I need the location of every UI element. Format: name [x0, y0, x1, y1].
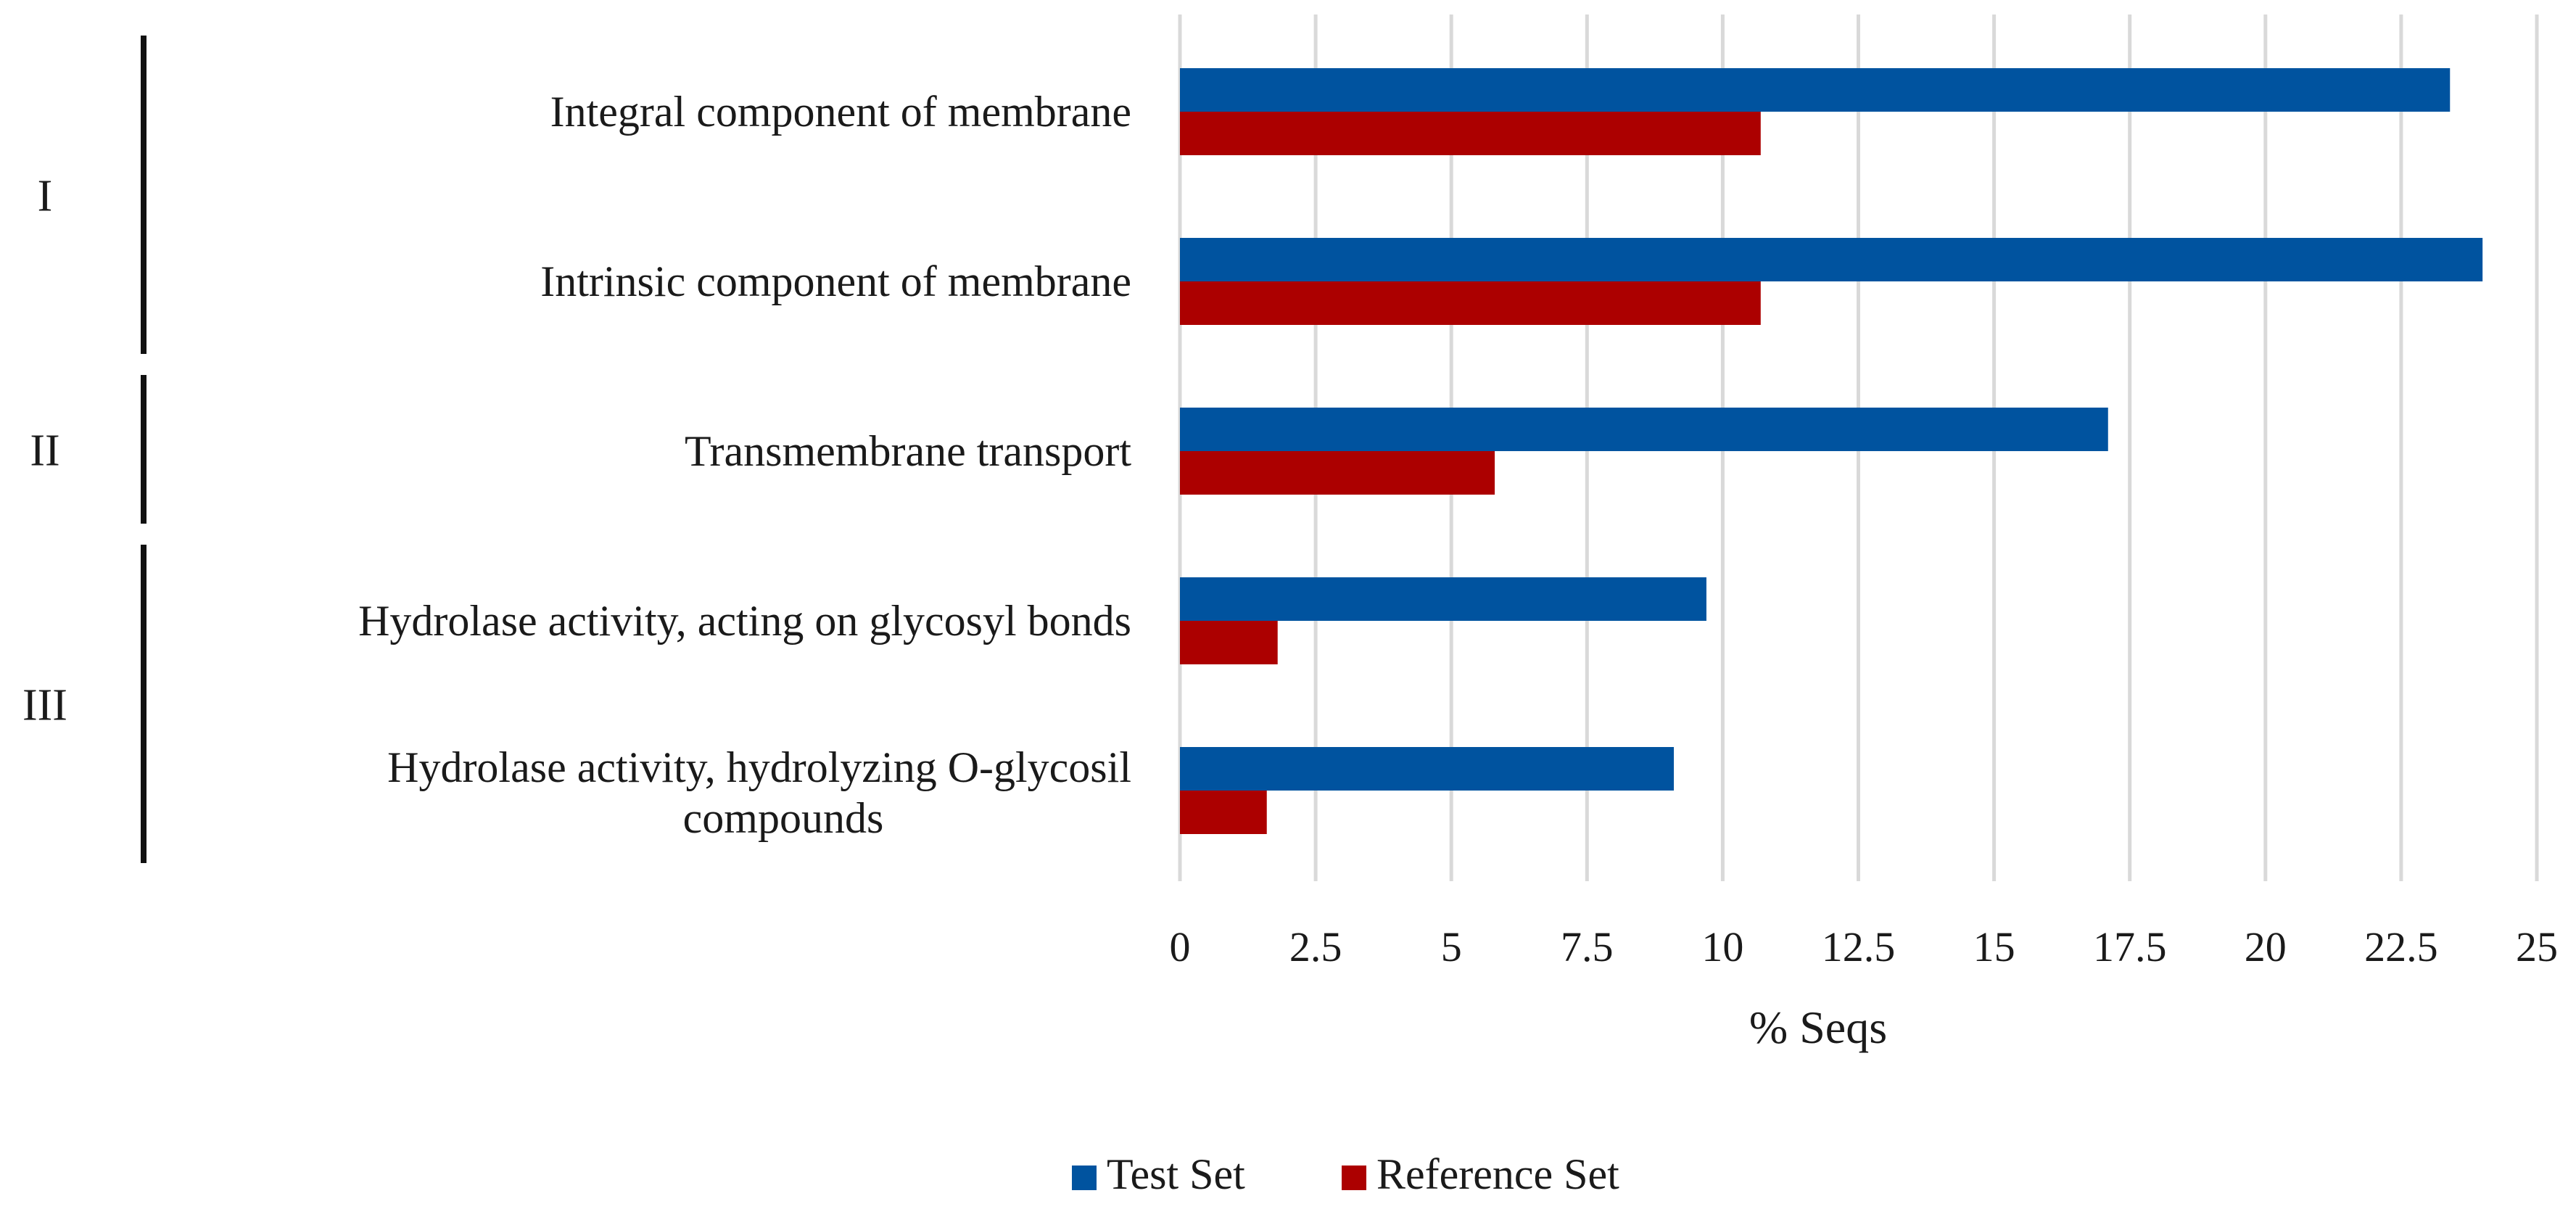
bar-reference-set [1180, 791, 1267, 834]
x-tick-label: 20 [2245, 923, 2287, 970]
bar-test-set [1180, 747, 1675, 791]
bar-test-set [1180, 408, 2108, 451]
x-tick-label: 10 [1701, 923, 1743, 970]
x-tick-label: 25 [2516, 923, 2558, 970]
legend: Test Set Reference Set [1072, 1150, 1619, 1198]
group-label: III [22, 681, 67, 730]
bar-test-set [1180, 577, 1706, 621]
bar-test-set [1180, 68, 2451, 112]
x-tick-label: 22.5 [2364, 923, 2438, 970]
group-label: II [30, 426, 59, 476]
bar-test-set [1180, 238, 2483, 281]
x-tick-label: 7.5 [1561, 923, 1614, 970]
bar-reference-set [1180, 451, 1495, 495]
legend-swatch [1072, 1166, 1097, 1190]
category-labels: Integral component of membrane Intrinsic … [358, 88, 1131, 842]
x-tick-label: 17.5 [2093, 923, 2167, 970]
bars [1180, 68, 2483, 834]
category-label: Hydrolase activity, acting on glycosyl b… [358, 597, 1131, 645]
legend-label: Test Set [1107, 1150, 1245, 1198]
x-tick-labels: 0 2.5 5 7.5 10 12.5 15 17.5 20 22.5 25 [1170, 923, 2559, 970]
x-axis-title: % Seqs [1749, 1002, 1887, 1053]
x-tick-label: 5 [1441, 923, 1462, 970]
legend-label: Reference Set [1376, 1150, 1619, 1198]
category-label: Intrinsic component of membrane [540, 257, 1131, 305]
category-label: Integral component of membrane [550, 88, 1131, 136]
bar-reference-set [1180, 281, 1761, 325]
group-label: I [38, 172, 53, 221]
x-tick-label: 15 [1973, 923, 2015, 970]
category-label: compounds [683, 794, 884, 842]
category-label: Hydrolase activity, hydrolyzing O-glycos… [387, 743, 1131, 791]
x-tick-label: 2.5 [1289, 923, 1342, 970]
bar-reference-set [1180, 621, 1278, 664]
x-tick-label: 12.5 [1822, 923, 1896, 970]
x-tick-label: 0 [1170, 923, 1191, 970]
bar-reference-set [1180, 112, 1761, 155]
category-label: Transmembrane transport [685, 427, 1131, 475]
legend-swatch [1342, 1166, 1366, 1190]
